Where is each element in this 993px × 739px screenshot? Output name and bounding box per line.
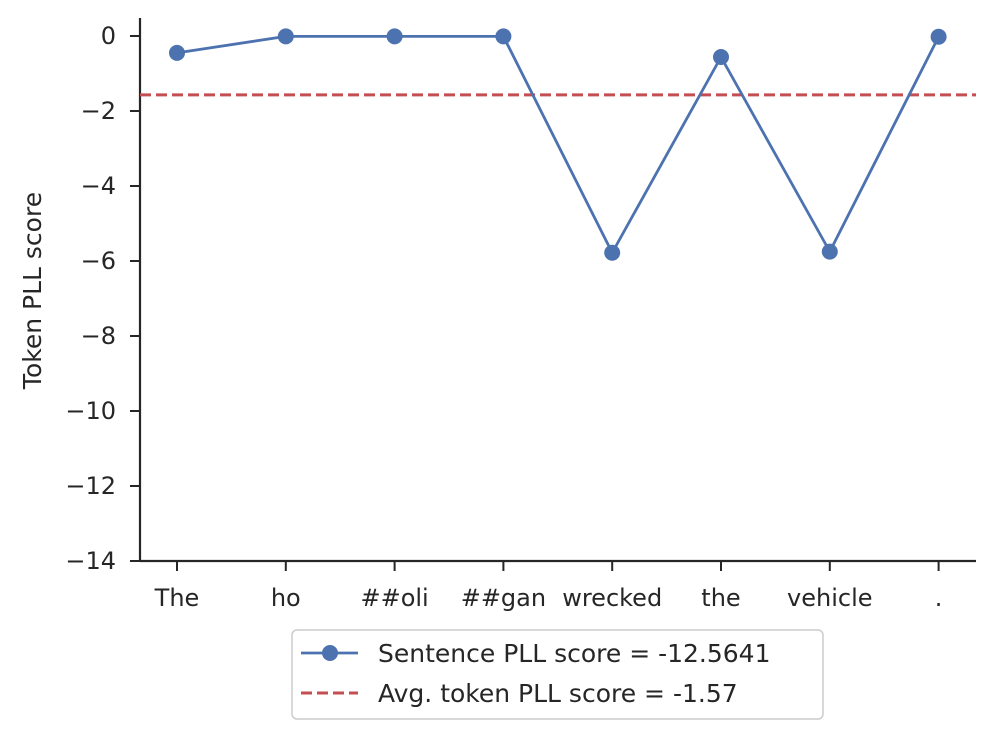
data-point xyxy=(821,243,838,260)
data-point xyxy=(604,244,621,261)
y-tick-label: −12 xyxy=(65,472,116,500)
y-ticks: 0 −2 −4 −6 −8 −10 −12 −14 xyxy=(65,22,140,575)
legend: Sentence PLL score = -12.5641 Avg. token… xyxy=(291,629,824,720)
y-tick-label: −8 xyxy=(81,322,116,350)
axes xyxy=(138,18,976,563)
x-tick-label: ##gan xyxy=(461,584,546,612)
y-axis-label: Token PLL score xyxy=(18,192,47,390)
x-tick-label: . xyxy=(935,584,943,612)
x-tick-label: wrecked xyxy=(562,584,662,612)
legend-series-marker xyxy=(322,645,338,661)
data-point xyxy=(277,28,294,45)
data-point xyxy=(386,28,403,45)
data-point xyxy=(169,44,185,61)
x-tick-label: ho xyxy=(271,584,301,612)
y-tick-label: −2 xyxy=(81,97,116,125)
x-ticks: The ho ##oli ##gan wrecked the vehicle. xyxy=(154,561,943,612)
y-tick-label: −6 xyxy=(81,247,116,275)
series-line xyxy=(176,34,940,255)
data-point xyxy=(713,49,729,65)
y-tick-label: 0 xyxy=(101,22,116,50)
y-tick-label: −14 xyxy=(65,547,116,575)
data-point xyxy=(495,28,512,45)
x-tick-label: The xyxy=(154,584,200,612)
data-point xyxy=(930,28,947,45)
x-tick-label: the xyxy=(701,584,740,612)
y-tick-label: −4 xyxy=(81,172,116,200)
x-tick-label: vehicle xyxy=(787,584,872,612)
series-group xyxy=(169,28,947,261)
y-tick-label: −10 xyxy=(65,397,116,425)
legend-reference-label: Avg. token PLL score = -1.57 xyxy=(378,679,738,708)
legend-series-label: Sentence PLL score = -12.5641 xyxy=(378,639,771,668)
x-tick-label: ##oli xyxy=(360,584,428,612)
legend-box xyxy=(291,629,824,720)
